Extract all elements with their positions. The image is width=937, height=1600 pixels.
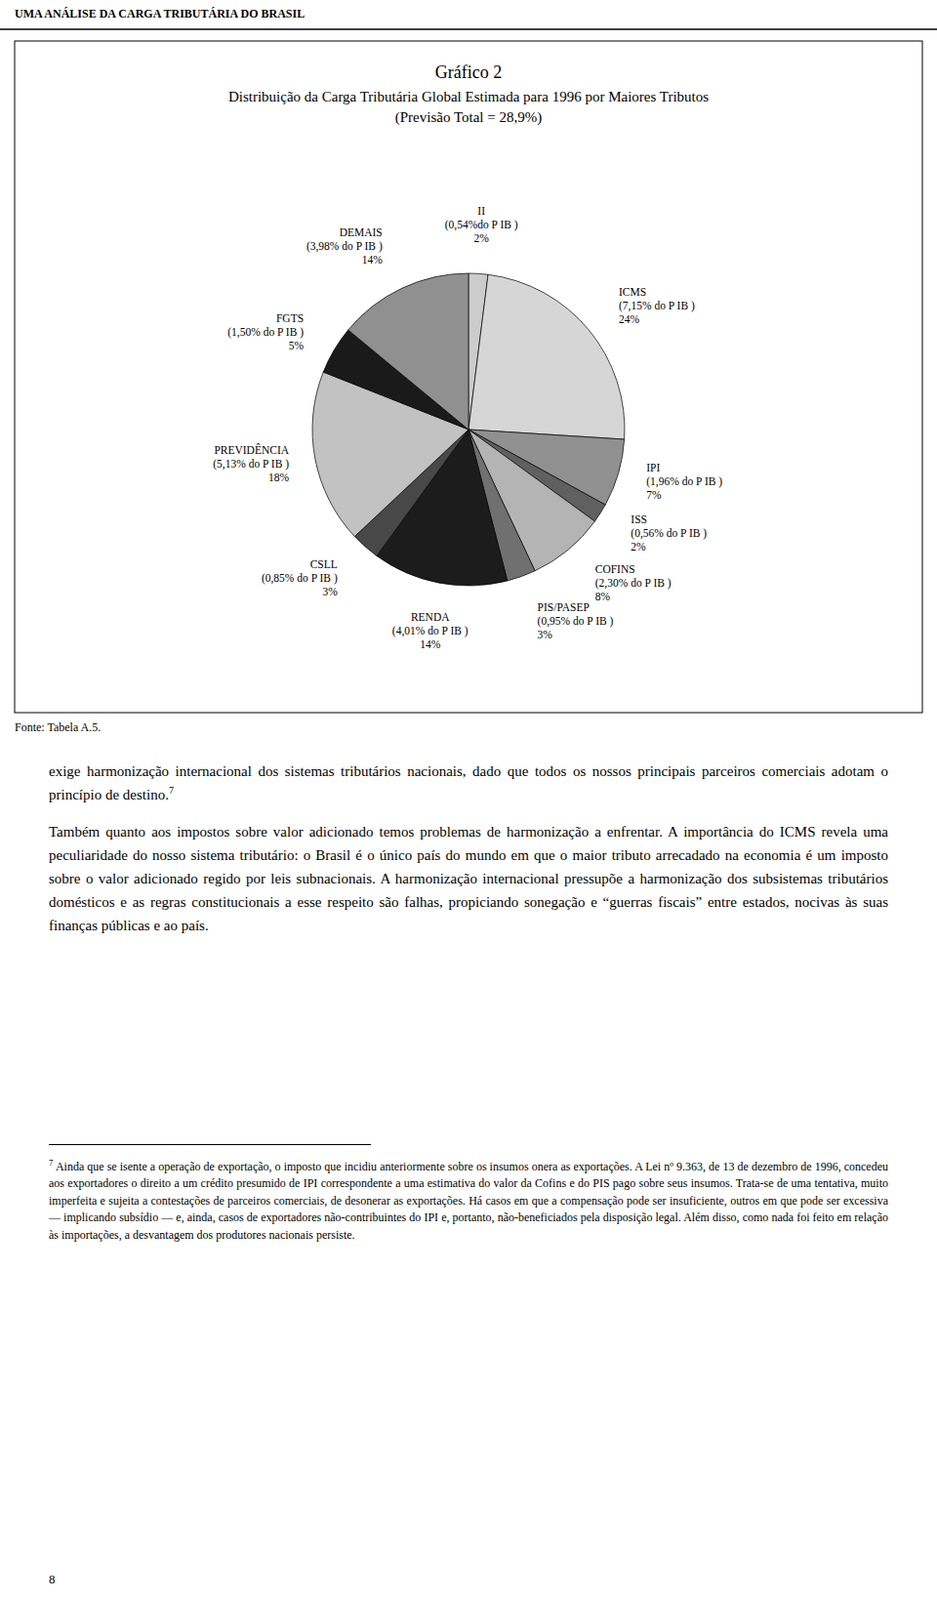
footnote: 7 Ainda que se isente a operação de expo… [48,1156,889,1244]
data-label: 2% [474,232,490,245]
slice-label: ISS [630,513,648,526]
slice-label: COFINS [595,563,636,575]
chart-svg: UMA ANÁLISE DA CARGA TRIBUTÁRIA DO BRASI… [0,0,937,723]
slice-label: RENDA [410,611,450,623]
data-label: 24% [618,313,641,326]
chart-subtitle: (Previsão Total = 28,9%) [395,109,542,126]
data-label: 2% [630,540,647,553]
body-paragraph: Também quanto aos impostos sobre valor a… [48,819,889,937]
chart-frame [14,40,923,713]
slice-sublabel: (7,15% do P IB ) [618,299,695,313]
pie-slice [348,273,469,430]
slice-label: PIS/PASEP [537,601,590,613]
slice-label: II [477,204,486,217]
page-header: UMA ANÁLISE DA CARGA TRIBUTÁRIA DO BRASI… [14,6,305,21]
slice-sublabel: (0,95% do P IB ) [537,614,614,628]
slice-sublabel: (5,13% do P IB ) [212,457,289,471]
source-note: Fonte: Tabela A.5. [14,720,101,735]
body-paragraph-text: exige harmonização internacional dos sis… [48,763,889,803]
slice-sublabel: (3,98% do P IB ) [306,240,383,253]
slice-label: PREVIDÊNCIA [213,443,289,456]
data-label: 3% [537,628,554,641]
data-label: 14% [362,253,384,266]
header-rule [0,28,937,31]
pie-slice [468,274,625,440]
slice-label: IPI [646,461,660,474]
data-label: 7% [646,488,662,501]
chart-subtitle: Distribuição da Carga Tributária Global … [228,88,709,105]
slice-sublabel: (0,85% do P IB ) [261,571,338,585]
page-number: 8 [48,1571,56,1588]
pie-slices [312,273,625,586]
chart-title: Gráfico 2 [435,62,502,82]
data-label: 3% [322,585,338,598]
slice-label: ICMS [618,285,647,298]
slice-sublabel: (0,54%do P IB ) [445,218,519,232]
body-text: exige harmonização internacional dos sis… [48,759,889,951]
footnote-text: Ainda que se isente a operação de export… [48,1159,889,1242]
footnote-rule [48,1143,371,1145]
slice-label: FGTS [276,312,304,325]
data-label: 5% [288,339,305,352]
body-paragraph: exige harmonização internacional dos sis… [48,759,889,807]
pie-labels: II(0,54%do P IB )2%ICMS(7,15% do P IB )2… [212,204,723,650]
data-label: 18% [268,471,290,484]
slice-label: CSLL [310,558,338,571]
data-label: 14% [419,638,442,651]
slice-sublabel: (1,50% do P IB ) [227,325,304,339]
body-paragraph-text: Também quanto aos impostos sobre valor a… [48,823,889,934]
slice-sublabel: (2,30% do P IB ) [595,576,672,590]
slice-label: DEMAIS [339,226,383,239]
data-label: 8% [595,590,612,603]
slice-sublabel: (0,56% do P IB ) [630,527,707,540]
footnote-number: 7 [48,1157,54,1168]
slice-sublabel: (1,96% do P IB ) [646,475,723,489]
footnote-ref: 7 [168,784,174,796]
slice-sublabel: (4,01% do P IB ) [392,624,469,638]
